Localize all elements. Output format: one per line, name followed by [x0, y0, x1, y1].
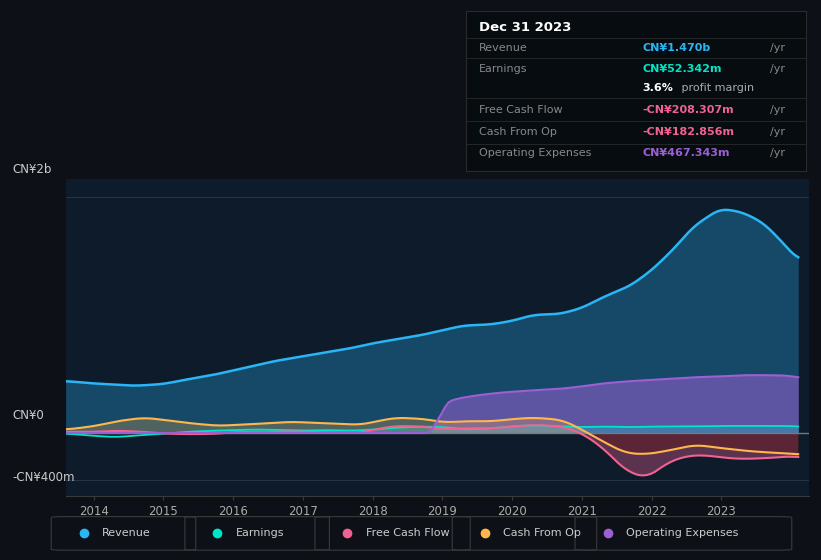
- Text: profit margin: profit margin: [678, 83, 754, 93]
- Text: Earnings: Earnings: [236, 529, 284, 538]
- Text: CN¥467.343m: CN¥467.343m: [643, 148, 730, 158]
- Text: CN¥1.470b: CN¥1.470b: [643, 43, 711, 53]
- Text: Revenue: Revenue: [479, 43, 528, 53]
- Text: -CN¥208.307m: -CN¥208.307m: [643, 105, 734, 115]
- Text: CN¥0: CN¥0: [12, 409, 44, 422]
- Text: CN¥52.342m: CN¥52.342m: [643, 64, 722, 74]
- Text: -CN¥182.856m: -CN¥182.856m: [643, 128, 735, 138]
- Text: 3.6%: 3.6%: [643, 83, 673, 93]
- Text: Operating Expenses: Operating Expenses: [626, 529, 738, 538]
- Text: -CN¥400m: -CN¥400m: [12, 470, 75, 484]
- Text: Revenue: Revenue: [102, 529, 150, 538]
- Text: /yr: /yr: [770, 64, 786, 74]
- Text: Dec 31 2023: Dec 31 2023: [479, 21, 571, 34]
- Text: Cash From Op: Cash From Op: [502, 529, 580, 538]
- Text: CN¥2b: CN¥2b: [12, 164, 52, 176]
- Text: Free Cash Flow: Free Cash Flow: [365, 529, 449, 538]
- Text: Cash From Op: Cash From Op: [479, 128, 557, 138]
- Text: Earnings: Earnings: [479, 64, 528, 74]
- Text: /yr: /yr: [770, 148, 786, 158]
- Text: /yr: /yr: [770, 128, 786, 138]
- Text: /yr: /yr: [770, 105, 786, 115]
- Text: /yr: /yr: [770, 43, 786, 53]
- Text: Operating Expenses: Operating Expenses: [479, 148, 591, 158]
- Text: Free Cash Flow: Free Cash Flow: [479, 105, 562, 115]
